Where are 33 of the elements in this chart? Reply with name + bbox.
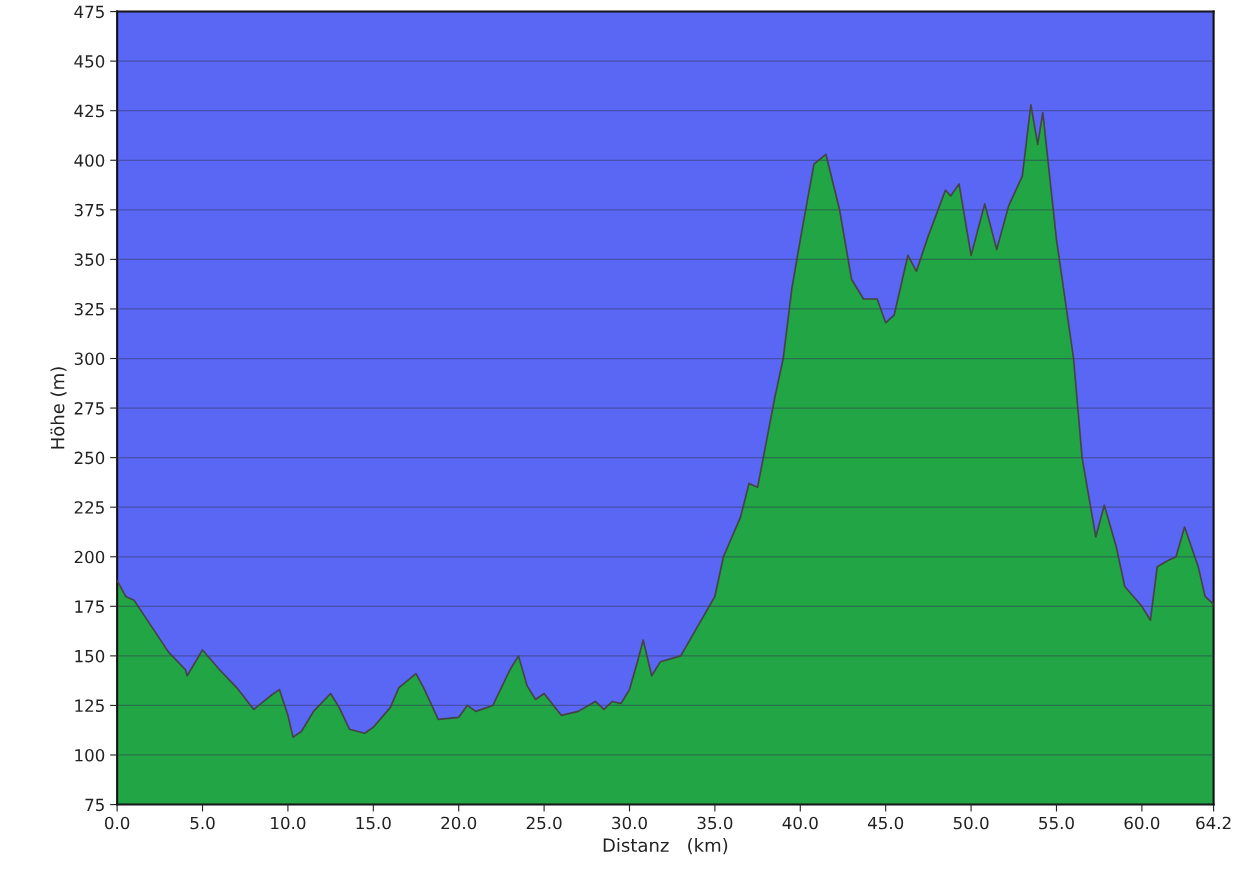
y-axis-title: Höhe (m) [50, 367, 67, 449]
x-tick-label: 40.0 [782, 816, 818, 830]
x-tick-label: 50.0 [953, 816, 989, 830]
y-tick-label: 200 [74, 550, 105, 564]
x-tick-label: 5.0 [190, 816, 215, 830]
y-tick-label: 100 [75, 748, 105, 762]
x-tick-label: 20.0 [441, 816, 477, 830]
y-tick-label: 475 [74, 5, 104, 19]
y-tick-label: 325 [74, 302, 104, 316]
y-tick-label: 175 [75, 600, 104, 613]
y-tick-label: 125 [75, 699, 104, 713]
x-tick-label: 25.0 [526, 816, 562, 830]
x-tick-label: 64.2 [1196, 816, 1231, 830]
x-tick-label: 35.0 [697, 816, 733, 830]
y-tick-label: 250 [74, 451, 105, 465]
x-tick-label: 0.0 [104, 816, 130, 830]
y-tick-label: 275 [74, 402, 104, 415]
x-tick-label: 45.0 [867, 816, 904, 830]
y-tick-label: 450 [74, 55, 105, 68]
y-tick-label: 300 [74, 352, 105, 366]
x-axis-title: Distanz (km) [603, 838, 728, 855]
y-tick-label: 350 [74, 253, 105, 266]
x-tick-label: 15.0 [356, 816, 391, 830]
y-tick-label: 400 [74, 154, 105, 167]
y-tick-label: 150 [75, 649, 105, 663]
x-tick-label: 60.0 [1124, 816, 1160, 830]
y-tick-label: 75 [85, 798, 104, 812]
x-tick-label: 30.0 [612, 816, 647, 830]
y-tick-label: 425 [74, 104, 104, 118]
y-tick-label: 225 [74, 501, 104, 514]
x-tick-label: 10.0 [271, 816, 306, 830]
x-tick-label: 55.0 [1039, 816, 1074, 830]
y-tick-label: 375 [74, 203, 104, 217]
